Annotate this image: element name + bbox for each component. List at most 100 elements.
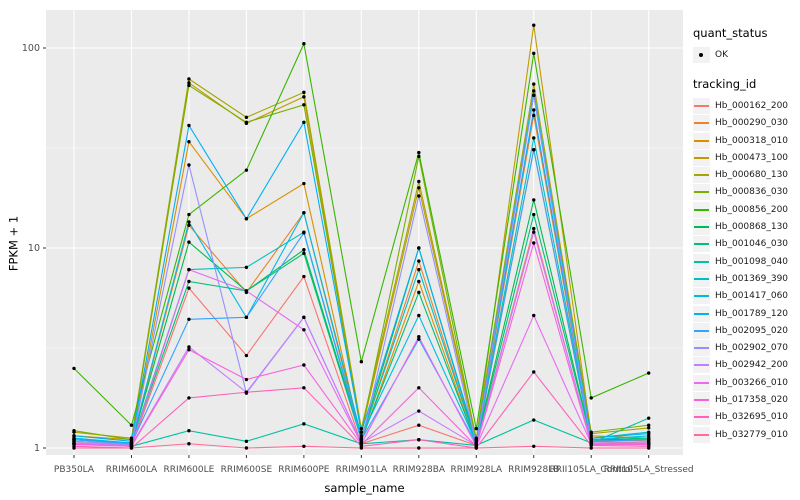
series-color-swatch xyxy=(693,288,710,305)
legend-item-label: Hb_017358_020 xyxy=(715,394,789,405)
data-point xyxy=(647,438,651,442)
data-point xyxy=(532,113,536,118)
data-point xyxy=(647,426,651,430)
x-tick-label: PB350LA xyxy=(54,465,95,475)
data-point xyxy=(532,51,536,56)
data-point xyxy=(532,230,536,234)
ok-point-icon xyxy=(693,46,710,63)
series-color-swatch xyxy=(693,322,710,339)
data-point xyxy=(302,274,306,279)
data-point xyxy=(359,434,364,438)
data-point xyxy=(647,416,651,420)
series-color-swatch xyxy=(693,132,710,149)
x-tick-label: RRIM928LB xyxy=(508,465,559,475)
legend-item-ok: OK xyxy=(693,46,799,63)
data-point xyxy=(532,418,536,422)
data-point xyxy=(244,377,249,382)
data-point xyxy=(302,328,306,332)
legend-item-ok-label: OK xyxy=(715,49,728,60)
data-point xyxy=(302,231,306,235)
data-point xyxy=(359,446,364,450)
data-point xyxy=(72,446,76,450)
data-point xyxy=(532,23,536,27)
data-point xyxy=(302,248,306,252)
legend: quant_status OK tracking_id Hb_000162_20… xyxy=(693,26,799,443)
data-point xyxy=(187,442,191,446)
x-tick-label: RRIM600SE xyxy=(221,465,273,475)
data-point xyxy=(474,446,478,450)
data-point xyxy=(244,315,249,320)
series-color-swatch xyxy=(693,115,710,132)
data-point xyxy=(532,241,536,245)
legend-tracking-items: Hb_000162_200 Hb_000290_030 Hb_000318_010 H… xyxy=(693,97,799,443)
data-point xyxy=(532,89,536,93)
series-color-swatch xyxy=(693,219,710,236)
x-tick-label: RRIM600LA xyxy=(106,465,158,475)
data-point xyxy=(187,267,191,272)
series-color-swatch xyxy=(693,97,710,114)
legend-item-label: Hb_000868_130 xyxy=(715,222,789,233)
legend-item-Hb_002942_200: Hb_002942_200 xyxy=(693,357,799,374)
data-point xyxy=(129,423,134,427)
data-point xyxy=(244,168,249,172)
legend-item-Hb_000836_030: Hb_000836_030 xyxy=(693,184,799,201)
data-point xyxy=(244,115,249,120)
data-point xyxy=(532,370,536,374)
x-axis-title: sample_name xyxy=(324,481,405,495)
data-point xyxy=(244,120,249,125)
data-point xyxy=(302,386,306,390)
series-color-swatch xyxy=(693,236,710,253)
data-point xyxy=(244,265,249,270)
data-point xyxy=(417,279,421,284)
data-point xyxy=(417,154,421,159)
series-color-swatch xyxy=(693,305,710,322)
data-point xyxy=(589,443,593,448)
legend-item-label: Hb_002942_200 xyxy=(715,360,789,371)
data-point xyxy=(72,434,76,438)
legend-item-Hb_002095_020: Hb_002095_020 xyxy=(693,322,799,339)
legend-item-label: Hb_003266_010 xyxy=(715,377,789,388)
legend-item-label: Hb_000318_010 xyxy=(715,135,789,146)
legend-item-label: Hb_002095_020 xyxy=(715,325,789,336)
legend-item-label: Hb_002902_070 xyxy=(715,343,789,354)
data-point xyxy=(129,446,134,450)
legend-item-label: Hb_001369_390 xyxy=(715,273,789,284)
legend-item-Hb_003266_010: Hb_003266_010 xyxy=(693,374,799,391)
legend-quant-status-title: quant_status xyxy=(693,26,768,40)
data-point xyxy=(417,335,421,339)
legend-item-label: Hb_000162_200 xyxy=(715,100,789,111)
data-point xyxy=(187,220,191,224)
legend-item-label: Hb_032695_010 xyxy=(715,412,789,423)
series-color-swatch xyxy=(693,253,710,270)
data-point xyxy=(532,93,536,98)
data-point xyxy=(244,217,249,221)
data-point xyxy=(72,366,76,371)
data-point xyxy=(302,315,306,320)
data-point xyxy=(302,42,306,46)
legend-item-label: Hb_000836_030 xyxy=(715,187,789,198)
data-point xyxy=(532,226,536,231)
series-color-swatch xyxy=(693,184,710,201)
x-tick-label: RRII105LA_Control xyxy=(550,465,633,475)
data-point xyxy=(187,212,191,217)
data-point xyxy=(417,186,421,190)
data-point xyxy=(187,140,191,144)
data-point xyxy=(474,426,478,431)
series-color-swatch xyxy=(693,409,710,426)
data-point xyxy=(187,345,191,349)
series-color-swatch xyxy=(693,340,710,357)
legend-item-Hb_000680_130: Hb_000680_130 xyxy=(693,166,799,184)
legend-item-Hb_032695_010: Hb_032695_010 xyxy=(693,409,799,426)
data-point xyxy=(302,444,306,448)
legend-item-label: Hb_001417_060 xyxy=(715,291,789,302)
data-point xyxy=(417,267,421,272)
data-point xyxy=(474,439,478,444)
data-point xyxy=(532,212,536,217)
legend-item-label: Hb_000856_200 xyxy=(715,204,789,215)
data-point xyxy=(187,240,191,244)
y-axis-title: FPKM + 1 xyxy=(6,215,21,272)
data-point xyxy=(187,348,191,352)
series-color-swatch xyxy=(693,391,710,408)
data-point xyxy=(359,430,364,434)
data-point xyxy=(532,148,536,152)
